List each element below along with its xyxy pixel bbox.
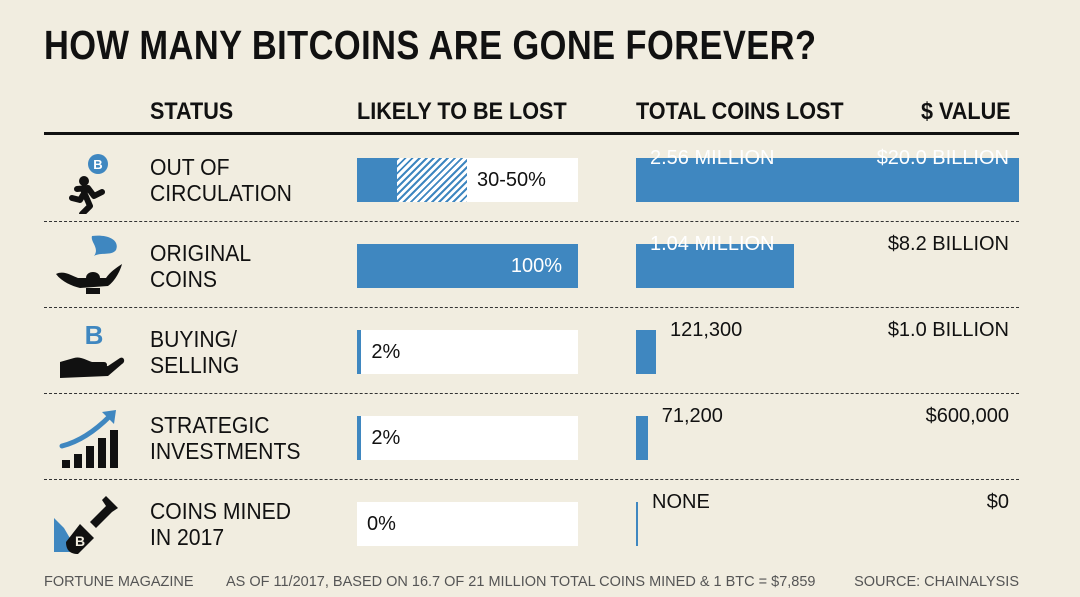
shovel-bitcoin-icon: B	[50, 488, 126, 558]
likely-bar	[357, 158, 397, 202]
row-divider	[44, 221, 1019, 222]
likely-label: 0%	[367, 513, 396, 535]
page-title: HOW MANY BITCOINS ARE GONE FOREVER?	[44, 22, 817, 68]
coins-lost-bar	[636, 158, 1019, 202]
header-rule	[44, 132, 1019, 135]
footer-source: SOURCE: CHAINALYSIS	[854, 574, 1019, 590]
magic-lamp-icon	[50, 230, 126, 300]
table-row: B COINS MINED IN 2017 0% NONE $0	[44, 480, 1019, 566]
coins-lost-label: 2.56 MILLION	[650, 147, 775, 169]
value-label: $20.0 BILLION	[876, 147, 1009, 169]
svg-text:B: B	[75, 533, 85, 549]
status-label: COINS MINED IN 2017	[150, 498, 292, 550]
coins-lost-bar	[636, 330, 656, 374]
table-row: B OUT OF CIRCULATION 30-50% 2.56 MILLION…	[44, 136, 1019, 222]
likely-bar-box: 0%	[357, 502, 578, 546]
row-divider	[44, 307, 1019, 308]
likely-bar-box: 2%	[357, 330, 578, 374]
status-label: OUT OF CIRCULATION	[150, 154, 292, 206]
value-label: $0	[986, 491, 1009, 513]
coins-lost-label: 1.04 MILLION	[650, 233, 775, 255]
likely-label: 30-50%	[477, 169, 546, 191]
running-person-bitcoin-icon: B	[50, 144, 126, 217]
likely-bar-box: 100%	[357, 244, 578, 288]
header-likely: LIKELY TO BE LOST	[357, 98, 567, 125]
table-row: STRATEGIC INVESTMENTS 2% 71,200 $600,000	[44, 394, 1019, 480]
header-total-coins-lost: TOTAL COINS LOST	[636, 98, 844, 125]
likely-bar	[357, 416, 362, 460]
status-label: STRATEGIC INVESTMENTS	[150, 412, 301, 464]
likely-label: 100%	[510, 255, 562, 277]
header-status: STATUS	[150, 98, 234, 125]
svg-text:B: B	[85, 320, 104, 350]
coins-lost-bar	[636, 502, 638, 546]
coins-lost-bar	[636, 416, 648, 460]
row-divider	[44, 393, 1019, 394]
row-divider	[44, 479, 1019, 480]
growth-chart-arrow-icon	[50, 402, 126, 472]
footer-note: AS OF 11/2017, BASED ON 16.7 OF 21 MILLI…	[226, 574, 816, 590]
likely-bar-range	[396, 158, 467, 202]
value-label: $8.2 BILLION	[887, 233, 1009, 255]
coins-lost-label: 121,300	[670, 319, 743, 341]
likely-bar	[357, 244, 578, 288]
coins-lost-label: NONE	[652, 491, 710, 513]
value-label: $1.0 BILLION	[887, 319, 1009, 341]
svg-text:B: B	[93, 157, 102, 172]
likely-label: 2%	[371, 427, 401, 449]
likely-label: 2%	[371, 341, 401, 363]
coins-lost-bar	[636, 244, 794, 288]
hand-bitcoin-icon: B	[50, 316, 126, 386]
likely-bar	[357, 330, 362, 374]
header-value: $ VALUE	[921, 98, 1011, 125]
coins-lost-label: 71,200	[661, 405, 723, 427]
status-label: ORIGINAL COINS	[150, 240, 252, 292]
table-row: ORIGINAL COINS 100% 1.04 MILLION $8.2 BI…	[44, 222, 1019, 308]
likely-bar-box: 2%	[357, 416, 578, 460]
footer-publisher: FORTUNE MAGAZINE	[44, 574, 194, 590]
value-label: $600,000	[925, 405, 1009, 427]
likely-bar-box: 30-50%	[357, 158, 578, 202]
table-row: B BUYING/ SELLING 2% 121,300 $1.0 BILLIO…	[44, 308, 1019, 394]
status-label: BUYING/ SELLING	[150, 326, 240, 378]
